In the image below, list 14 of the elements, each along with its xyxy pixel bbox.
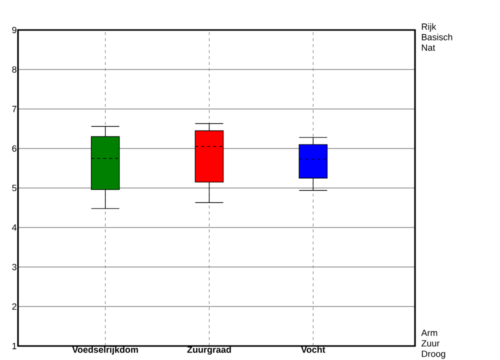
text: Arm Zuur Droog: [421, 330, 446, 359]
x-tick-label: Vocht: [301, 346, 326, 353]
y-tick-label: 1: [12, 342, 16, 350]
text: Rijk Basisch Nat: [422, 23, 452, 51]
y-tick-label: 2: [12, 303, 16, 310]
y-tick-label: 3: [12, 264, 16, 270]
x-tick-label: Zuurgraad: [187, 346, 231, 355]
y-tick-label: 4: [12, 224, 17, 231]
y-tick-label: 9: [12, 26, 16, 34]
y-tick-label: 6: [12, 145, 16, 152]
y-tick-label: 8: [12, 66, 16, 73]
y-tick-label: 5: [12, 184, 16, 192]
y-tick-label: 7: [12, 106, 16, 112]
x-tick-label: Voedselrijkdom: [72, 346, 138, 355]
